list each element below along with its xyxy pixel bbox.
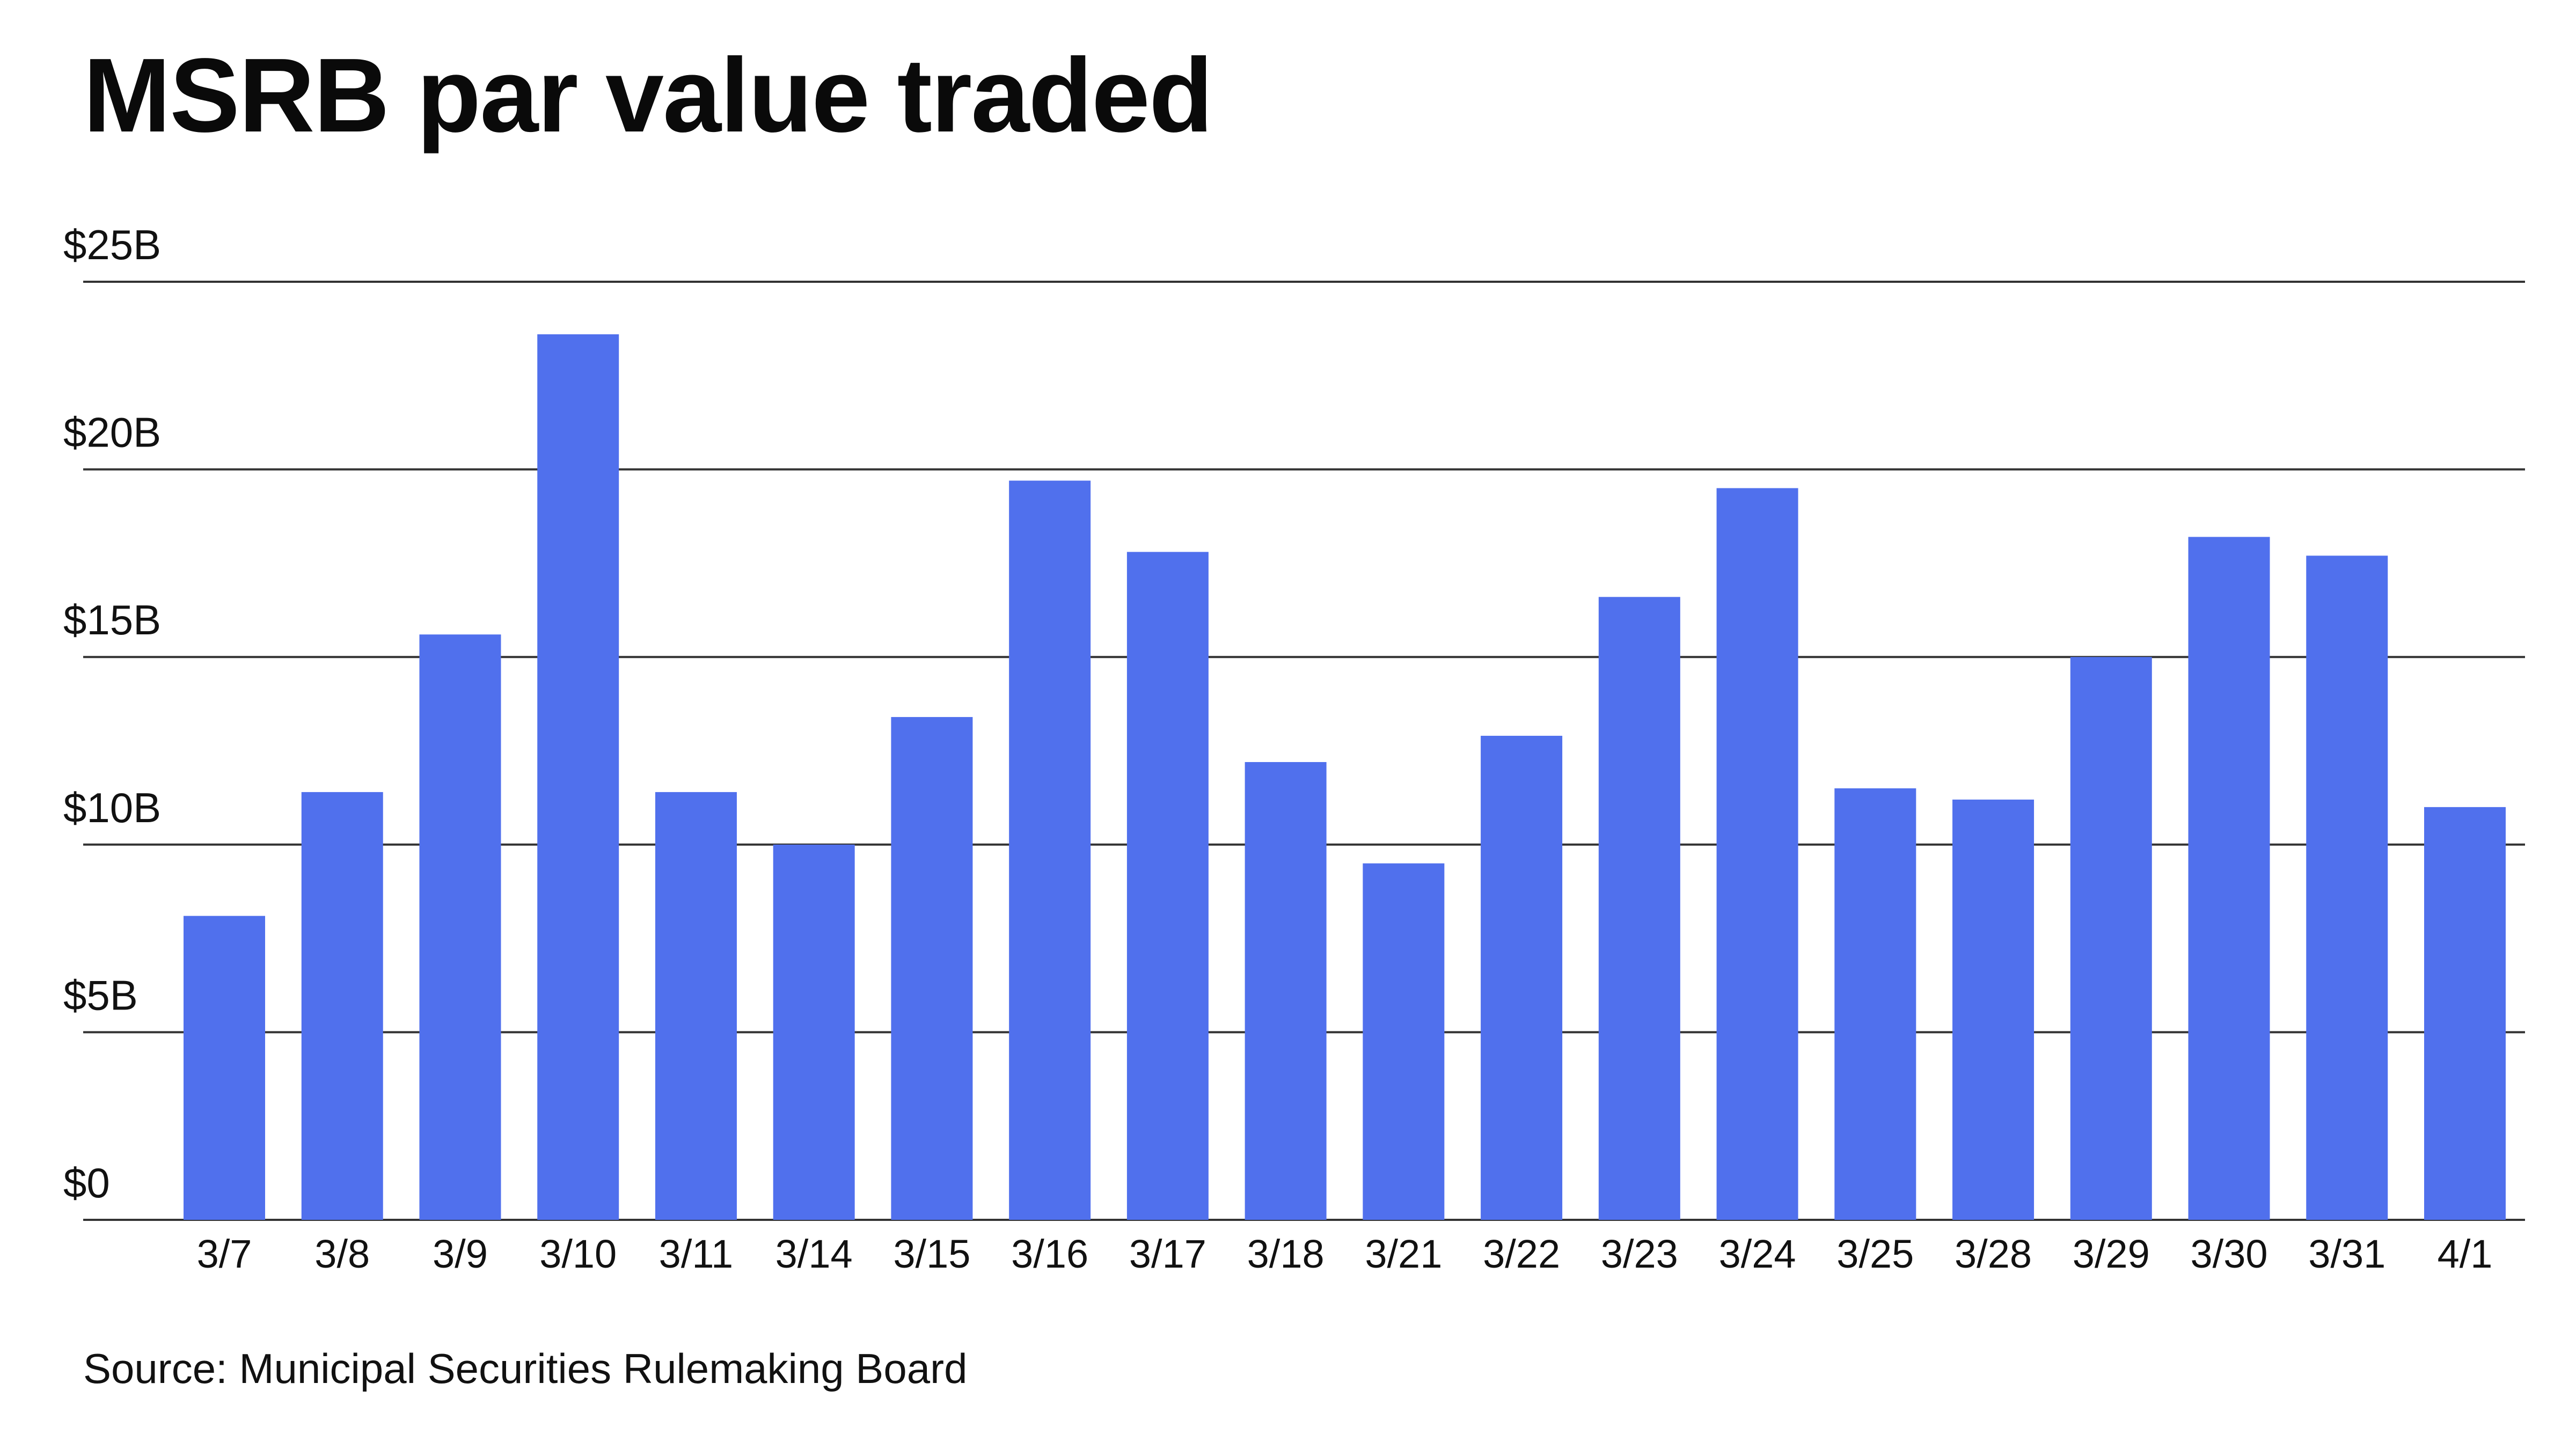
bar — [2306, 555, 2388, 1220]
x-axis-tick-labels: 3/7 3/8 3/9 3/10 3/11 3/14 3/15 3/16 3/17 3/18 3/2… — [197, 1232, 2493, 1276]
bar — [1952, 799, 2035, 1220]
x-tick-label: 3/9 — [433, 1232, 488, 1276]
bar — [301, 792, 383, 1220]
bar — [184, 916, 265, 1220]
bar — [1481, 736, 1563, 1220]
bar — [1716, 488, 1798, 1220]
bar — [655, 792, 737, 1220]
bar — [1834, 788, 1916, 1220]
bar — [1126, 552, 1209, 1220]
x-tick-label: 4/1 — [2438, 1232, 2493, 1276]
x-tick-label: 3/16 — [1011, 1232, 1088, 1276]
x-tick-label: 3/29 — [2073, 1232, 2150, 1276]
bar — [773, 844, 855, 1220]
bar — [2424, 807, 2506, 1220]
bar — [1598, 597, 1680, 1220]
y-tick-label: $25B — [63, 221, 161, 268]
chart-title: MSRB par value traded — [83, 36, 1213, 154]
bar — [419, 634, 501, 1220]
x-tick-label: 3/28 — [1955, 1232, 2032, 1276]
x-tick-label: 3/23 — [1601, 1232, 1678, 1276]
x-tick-label: 3/21 — [1365, 1232, 1442, 1276]
x-tick-label: 3/17 — [1129, 1232, 1206, 1276]
y-tick-label: $15B — [63, 596, 161, 643]
x-tick-label: 3/24 — [1719, 1232, 1796, 1276]
x-tick-label: 3/31 — [2308, 1232, 2385, 1276]
x-tick-label: 3/11 — [659, 1232, 734, 1276]
y-tick-label: $10B — [63, 784, 161, 831]
x-tick-label: 3/15 — [893, 1232, 970, 1276]
x-tick-label: 3/18 — [1247, 1232, 1324, 1276]
source-note: Source: Municipal Securities Rulemaking … — [83, 1345, 968, 1392]
x-tick-label: 3/30 — [2191, 1232, 2268, 1276]
y-tick-label: $0 — [63, 1159, 110, 1206]
bar — [1245, 762, 1327, 1220]
bar — [2188, 537, 2270, 1220]
bar — [537, 334, 619, 1220]
x-tick-label: 3/7 — [197, 1232, 252, 1276]
bar — [891, 717, 973, 1220]
x-tick-label: 3/25 — [1836, 1232, 1914, 1276]
x-tick-label: 3/10 — [539, 1232, 617, 1276]
bar — [1363, 863, 1445, 1220]
bar — [2070, 657, 2152, 1220]
y-axis-tick-labels: $0 $5B $10B $15B $20B $25B — [63, 221, 161, 1206]
bars — [184, 334, 2506, 1220]
x-tick-label: 3/8 — [314, 1232, 370, 1276]
x-tick-label: 3/14 — [775, 1232, 853, 1276]
bar — [1009, 480, 1091, 1220]
y-tick-label: $5B — [63, 971, 138, 1019]
y-tick-label: $20B — [63, 409, 161, 456]
x-tick-label: 3/22 — [1483, 1232, 1560, 1276]
